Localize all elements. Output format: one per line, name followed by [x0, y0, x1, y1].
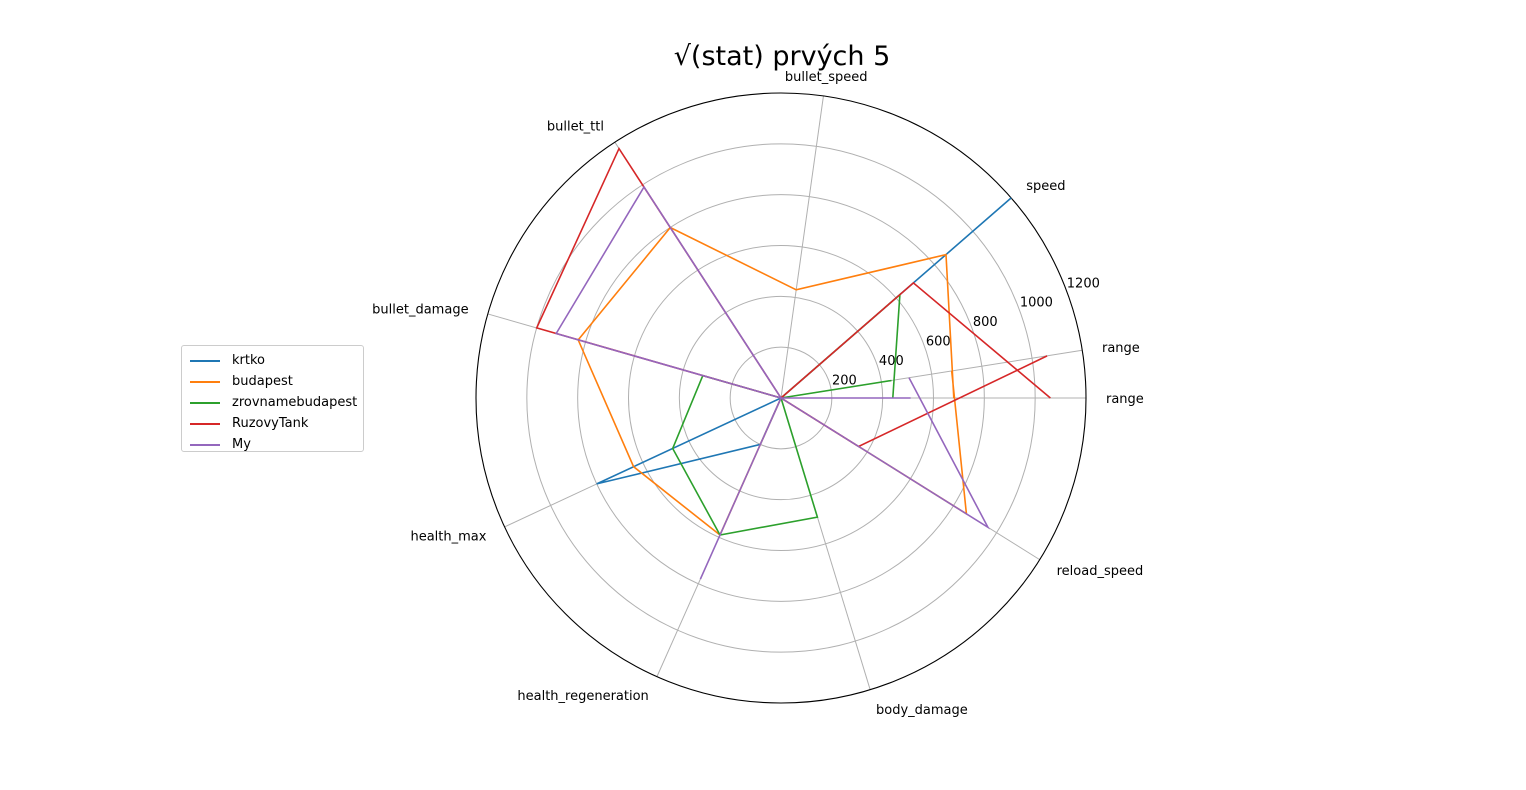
legend-label: krtko [232, 353, 265, 368]
axis-label: bullet_damage [372, 302, 468, 317]
legend-item: krtko [182, 350, 363, 371]
legend-item: zrovnamebudapest [182, 392, 363, 413]
legend-swatch [190, 359, 220, 362]
legend-item: budapest [182, 371, 363, 392]
series-lines [535, 146, 1051, 580]
legend-label: My [232, 437, 251, 452]
series-line-budapest [577, 226, 968, 537]
radial-tick-label: 400 [879, 354, 904, 369]
radial-tick-label: 200 [832, 374, 857, 389]
axis-label: body_damage [876, 703, 968, 718]
axis-label: health_max [410, 529, 486, 544]
spoke-line [780, 95, 824, 399]
chart-title: √(stat) prvých 5 [674, 41, 891, 72]
series-line-My [554, 185, 990, 580]
legend-item: My [182, 434, 363, 455]
legend-swatch [190, 422, 220, 425]
axis-label: bullet_speed [785, 70, 868, 85]
legend-label: budapest [232, 374, 293, 389]
radial-tick-label: 1200 [1067, 276, 1100, 291]
axis-label: range [1102, 341, 1140, 356]
polar-frame [475, 92, 1087, 704]
axis-label: health_regeneration [517, 689, 648, 704]
axis-labels: range speed bullet_speed bullet_ttl bullet_d… [372, 70, 1144, 718]
legend-label: zrovnamebudapest [232, 395, 358, 410]
radial-tick-label: 600 [926, 335, 951, 350]
legend-item: RuzovyTank [182, 413, 363, 434]
radial-tick-labels: 200 400 600 800 1000 1200 [832, 276, 1100, 388]
radial-tick-label: 1000 [1020, 296, 1053, 311]
legend-swatch [190, 401, 220, 404]
legend-label: RuzovyTank [232, 416, 309, 431]
axis-label: bullet_ttl [547, 119, 604, 134]
axis-label: reload_speed [1057, 564, 1144, 579]
axis-label: speed [1026, 179, 1065, 194]
legend-swatch [190, 380, 220, 383]
axis-label: range [1106, 392, 1144, 407]
legend: krtko budapest zrovnamebudapest RuzovyTank M… [181, 345, 364, 452]
radial-tick-label: 800 [973, 315, 998, 330]
legend-swatch [190, 443, 220, 446]
series-line-zrovnamebudapest [671, 292, 901, 536]
